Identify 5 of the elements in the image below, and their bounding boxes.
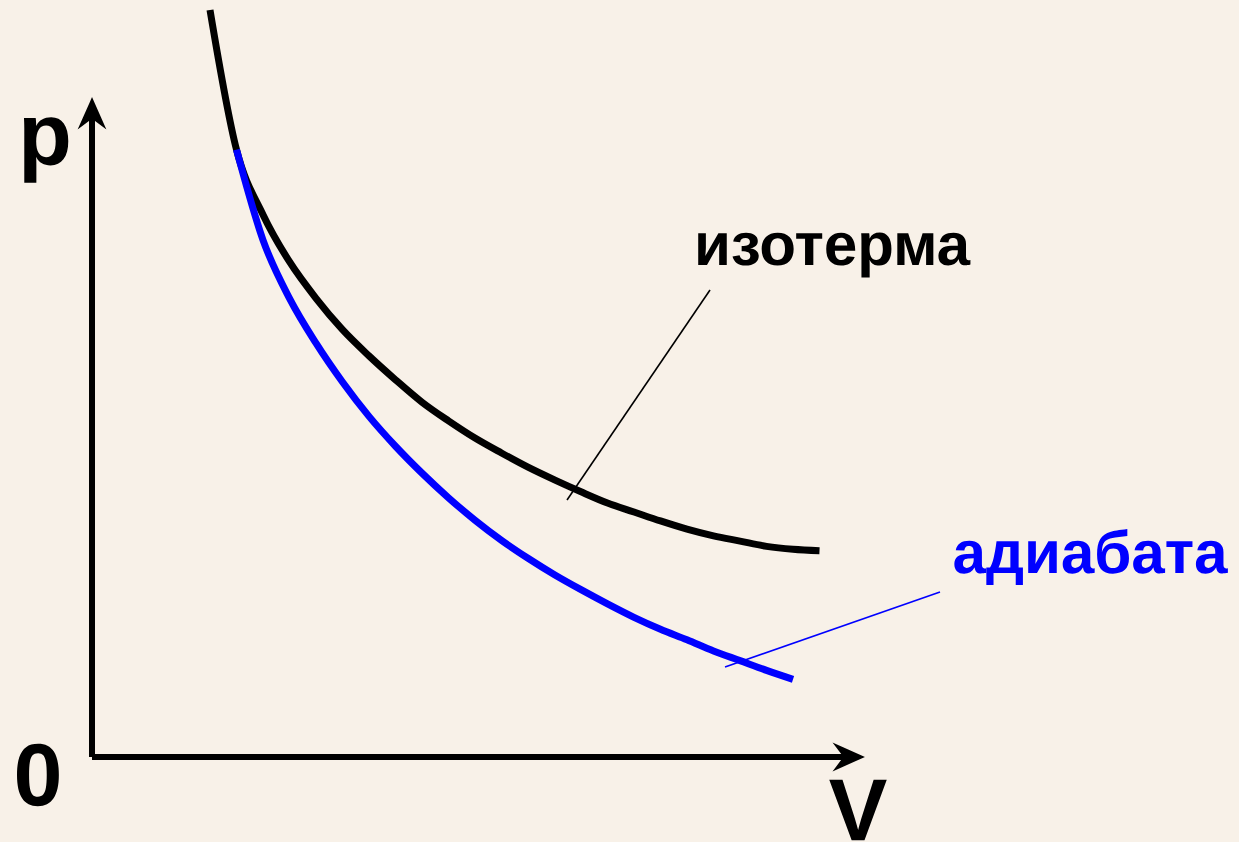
y-axis-title: p — [23, 117, 69, 183]
text: адиабата — [954, 529, 1228, 586]
text: 0 — [17, 743, 59, 807]
text: изотерма — [698, 232, 971, 278]
x-axis-title: V — [829, 779, 887, 841]
